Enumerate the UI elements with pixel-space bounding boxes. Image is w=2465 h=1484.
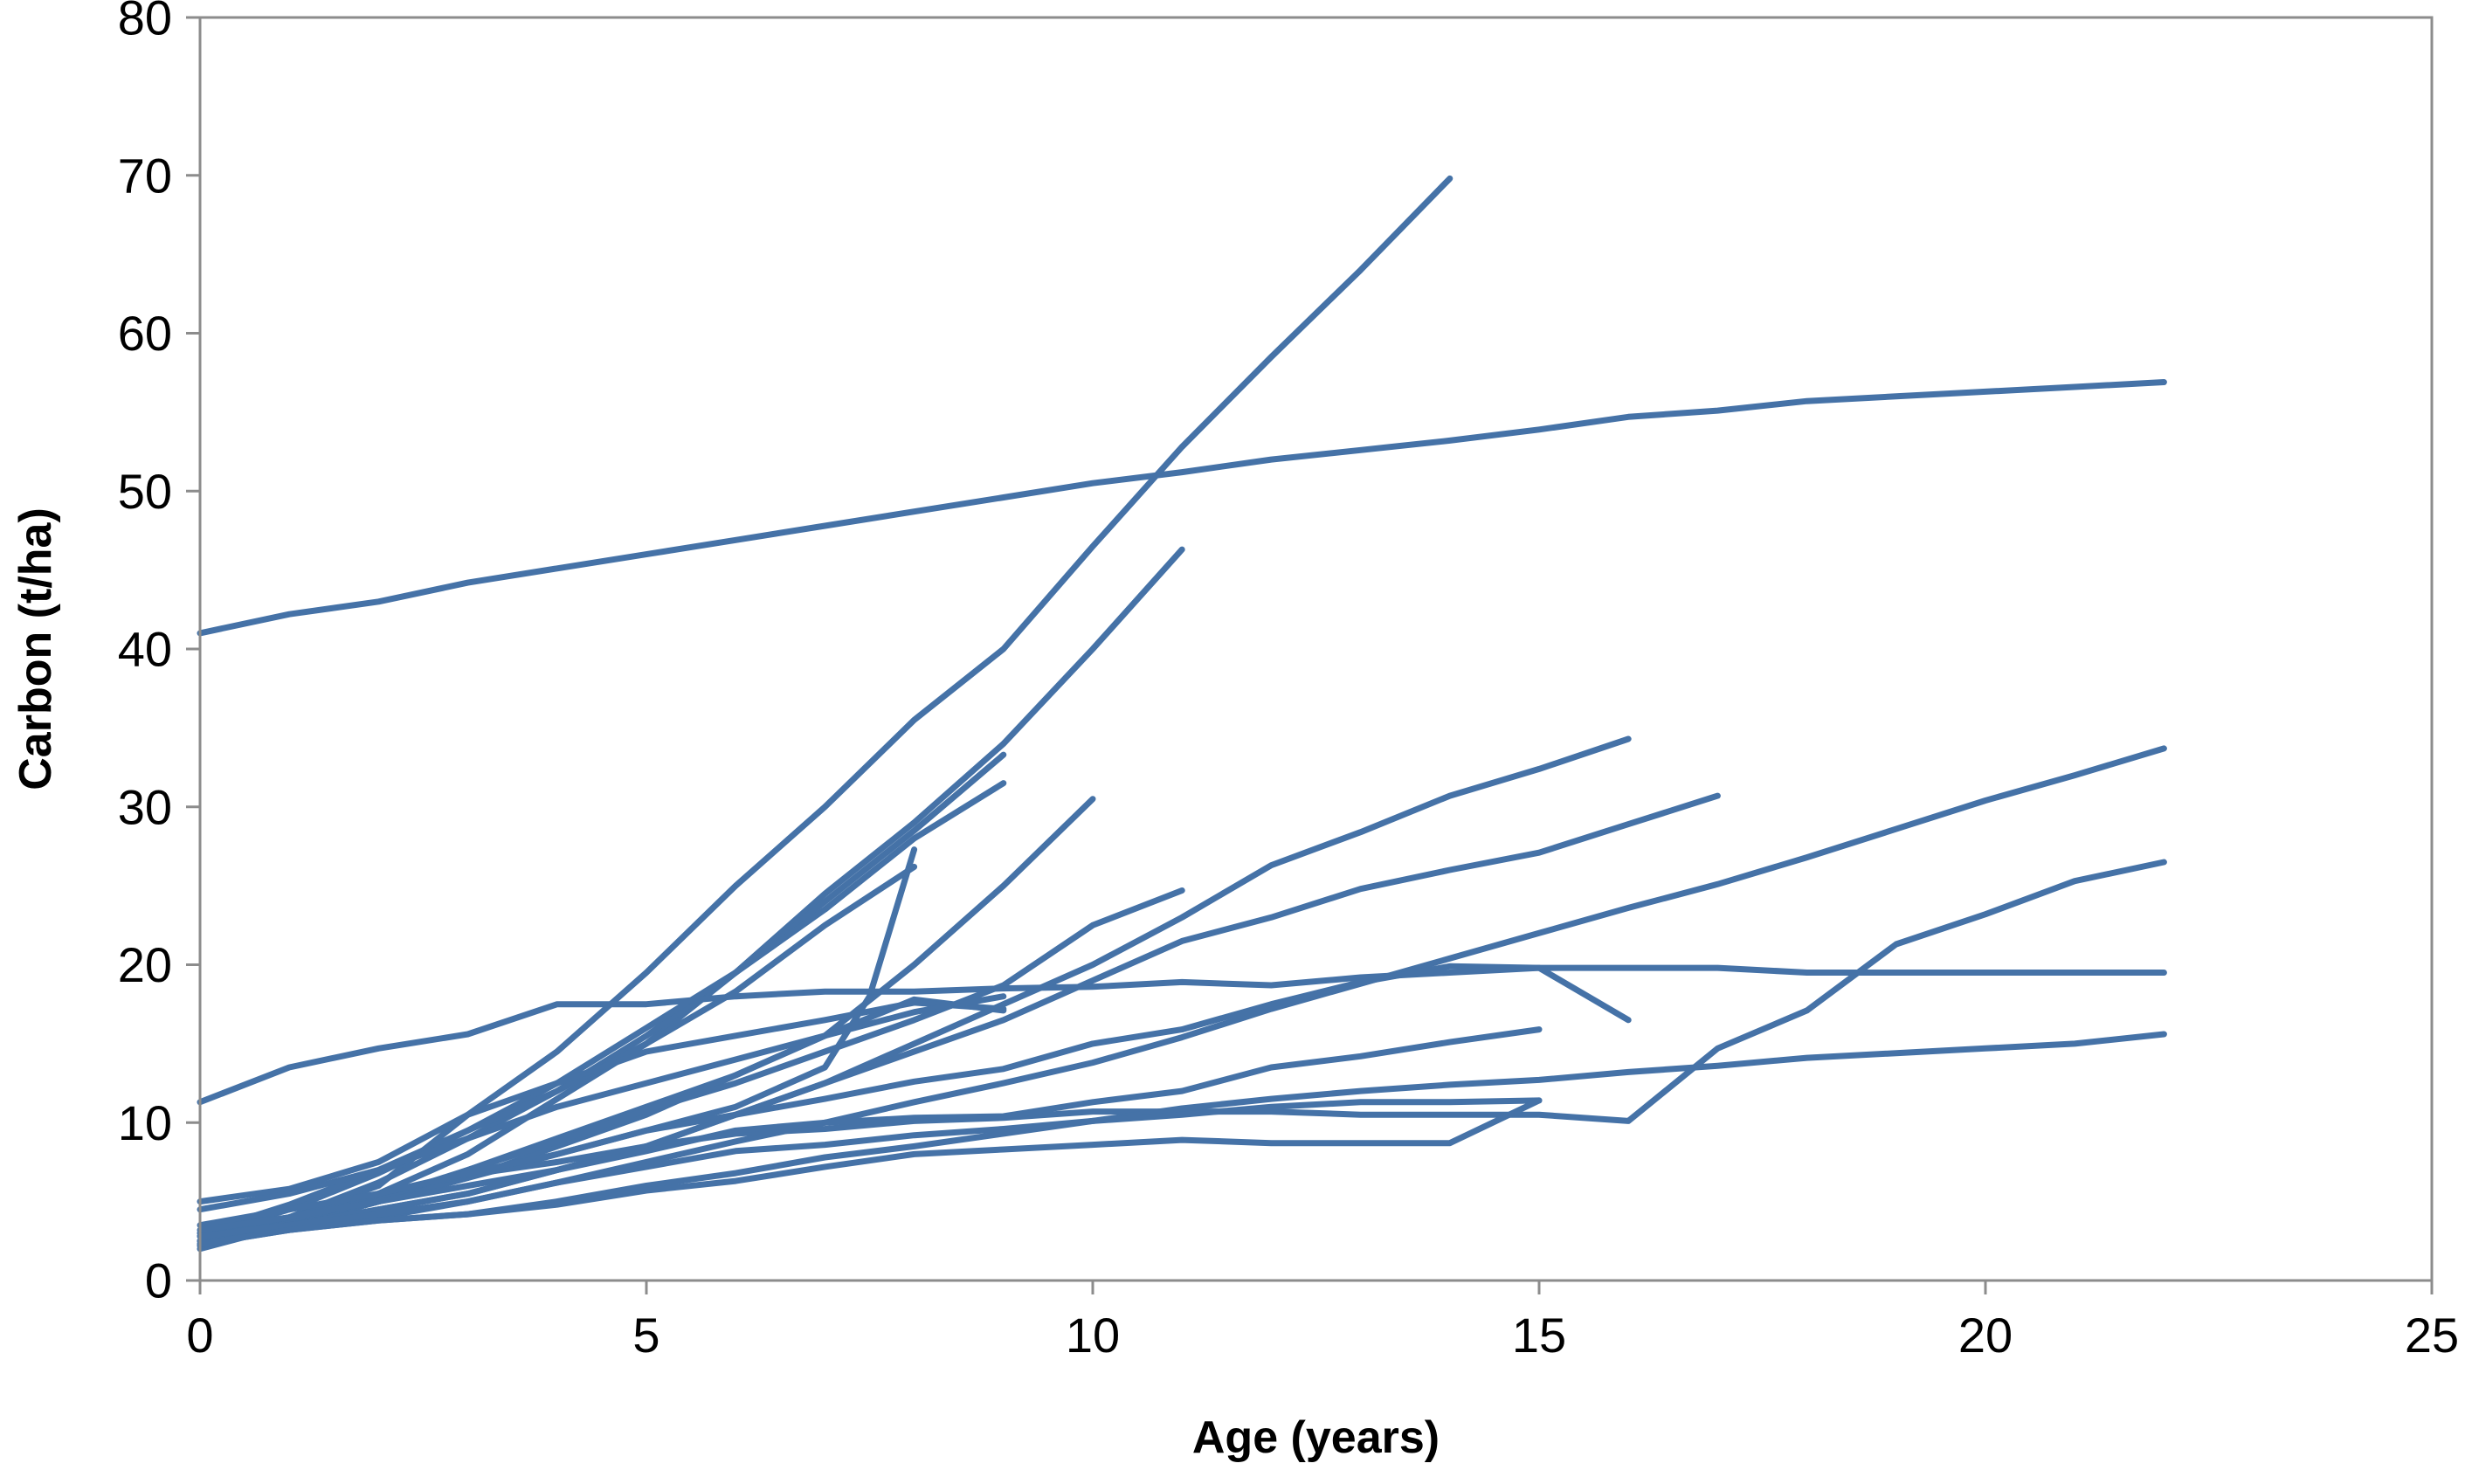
x-tick-label: 15: [1512, 1308, 1566, 1363]
data-line-series-6: [197, 863, 918, 1237]
data-line-series-20: [197, 1097, 1543, 1247]
data-line-series-15: [197, 859, 2167, 1237]
x-tick-label: 10: [1066, 1308, 1120, 1363]
x-tick-label: 5: [632, 1308, 659, 1363]
x-tick-label: 25: [2405, 1308, 2459, 1363]
data-line-series-12: [197, 792, 1721, 1245]
x-axis-title: Age (years): [1192, 1412, 1440, 1463]
y-tick-label: 80: [118, 0, 172, 45]
data-line-series-1: [197, 379, 2167, 637]
y-axis-title: Carbon (t/ha): [10, 507, 61, 790]
plot-frame-layer: [198, 16, 2434, 1282]
axis-layer: [186, 16, 2434, 1294]
series-layer: [197, 175, 2167, 1253]
tick-label-layer: 0 10 20 30 40 50 60 70 80 0 5 10 15 20 25: [118, 0, 2459, 1363]
data-line-series-5: [197, 780, 1007, 1239]
y-tick-label: 30: [118, 779, 172, 834]
y-tick-label: 70: [118, 148, 172, 203]
y-tick-label: 20: [118, 937, 172, 992]
data-line-series-17: [197, 963, 1632, 1229]
y-tick-label: 60: [118, 306, 172, 361]
x-tick-label: 0: [186, 1308, 213, 1363]
data-line-series-22: [197, 993, 1007, 1213]
data-line-series-21: [197, 999, 1007, 1205]
data-line-series-9: [197, 996, 1007, 1249]
data-line-series-19: [197, 1097, 1543, 1239]
data-line-series-18: [197, 1026, 1543, 1233]
y-tick-label: 50: [118, 464, 172, 519]
plot-area: [198, 16, 2434, 1282]
x-tick-label: 20: [1958, 1308, 2013, 1363]
y-tick-label: 10: [118, 1095, 172, 1150]
y-tick-label: 0: [145, 1253, 172, 1308]
data-line-series-14: [197, 964, 2167, 1106]
y-tick-label: 40: [118, 622, 172, 677]
